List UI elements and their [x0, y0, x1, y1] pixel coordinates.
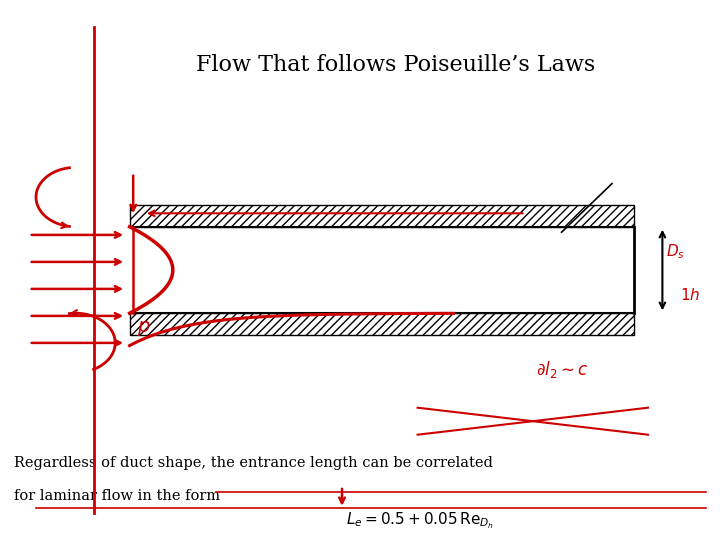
Text: $L_e = 0.5 + 0.05\,\mathrm{Re}_{D_h}$: $L_e = 0.5 + 0.05\,\mathrm{Re}_{D_h}$ — [346, 510, 494, 531]
Text: for laminar flow in the form: for laminar flow in the form — [14, 489, 220, 503]
Text: $D_s$: $D_s$ — [666, 242, 685, 261]
Bar — [130, 205, 634, 227]
Text: Flow That follows Poiseuille’s Laws: Flow That follows Poiseuille’s Laws — [197, 54, 595, 76]
Text: Regardless of duct shape, the entrance length can be correlated: Regardless of duct shape, the entrance l… — [14, 456, 493, 470]
Text: $\partial l_2 \sim c$: $\partial l_2 \sim c$ — [536, 359, 589, 380]
Text: p: p — [137, 317, 149, 336]
Bar — [130, 313, 634, 335]
Text: $1h$: $1h$ — [680, 287, 701, 303]
